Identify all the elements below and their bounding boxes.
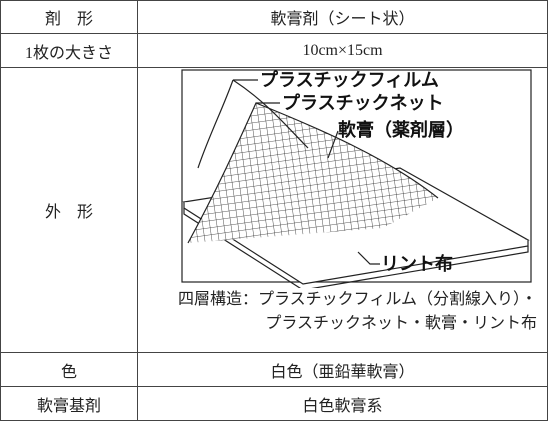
row-value: 軟膏剤（シート状） — [137, 0, 548, 34]
row-value: 白色（亜鉛華軟膏） — [137, 352, 548, 387]
caption: プラスチックネット・軟膏・リント布 — [265, 315, 537, 332]
diagram: プラスチックフィルム プラスチックネット 軟膏（薬剤層） リント布 — [181, 69, 532, 288]
table-row: 色 白色（亜鉛華軟膏） — [0, 352, 548, 387]
row-key: 1枚の大きさ — [0, 33, 138, 68]
row-key: 軟膏基剤 — [0, 386, 138, 421]
frame — [181, 69, 532, 283]
label: 軟膏（薬剤層） — [338, 119, 464, 141]
table-row: 剤 形 軟膏剤（シート状） — [0, 0, 548, 34]
table-row: 外 形 — [0, 67, 548, 353]
table-row: 軟膏基剤 白色軟膏系 — [0, 386, 548, 421]
table-row: 1枚の大きさ 10cm×15cm — [0, 33, 548, 68]
label: リント布 — [381, 253, 453, 275]
label: プラスチックネット — [282, 92, 444, 114]
row-value: プラスチックフィルム プラスチックネット 軟膏（薬剤層） リント布 四層構造：プ… — [137, 67, 548, 353]
leaders — [233, 79, 380, 265]
label: プラスチックフィルム — [260, 69, 439, 91]
film — [197, 79, 309, 169]
row-value: 白色軟膏系 — [137, 386, 548, 421]
caption: 四層構造：プラスチックフィルム（分割線入り）・ — [177, 291, 537, 308]
row-key: 剤 形 — [0, 0, 138, 34]
row-key: 外 形 — [0, 67, 138, 353]
row-value: 10cm×15cm — [137, 33, 548, 68]
row-key: 色 — [0, 352, 138, 387]
